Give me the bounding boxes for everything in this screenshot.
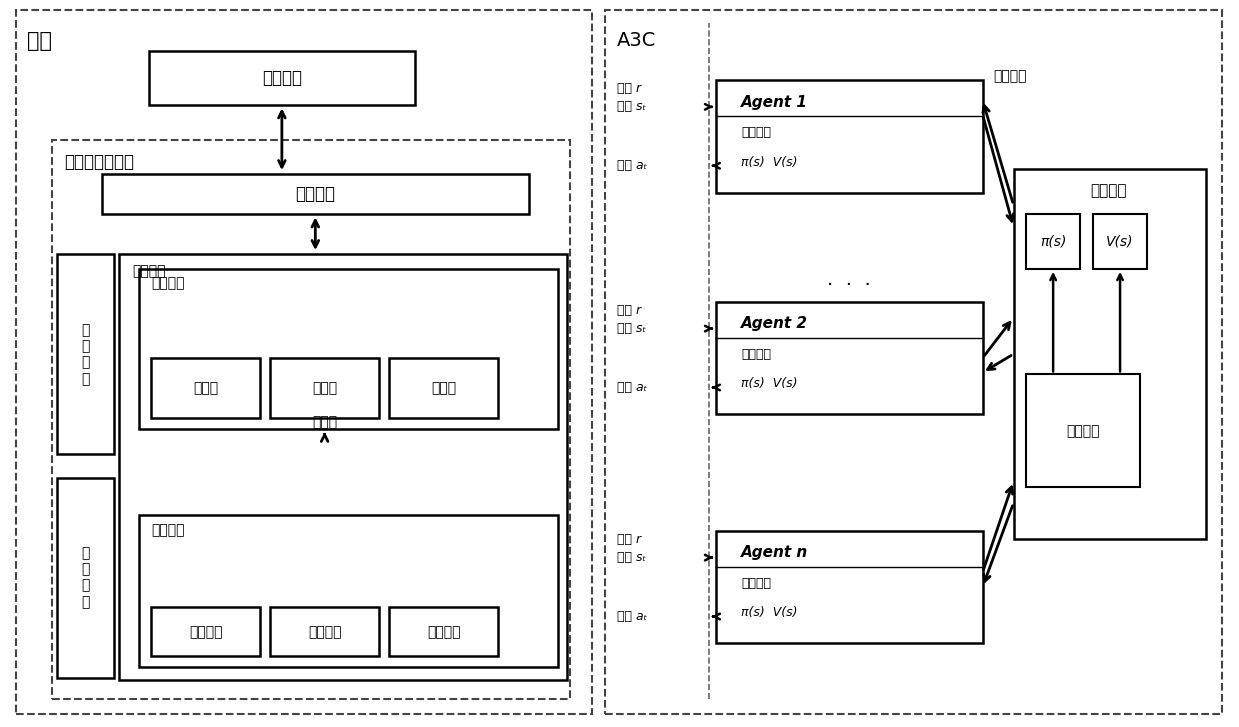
Bar xyxy=(716,80,983,193)
Text: 动作 aₜ: 动作 aₜ xyxy=(617,610,648,623)
Text: 全局网络: 全局网络 xyxy=(1090,183,1127,198)
Text: 奖励 r: 奖励 r xyxy=(617,82,641,95)
Text: 状态 sₜ: 状态 sₜ xyxy=(617,322,647,335)
Text: 虚拟化: 虚拟化 xyxy=(312,415,337,429)
Text: 动作 aₜ: 动作 aₜ xyxy=(617,381,648,394)
Bar xyxy=(119,254,567,680)
Bar xyxy=(57,254,114,454)
Text: 虚拟机: 虚拟机 xyxy=(431,381,456,395)
Text: π(s)  V(s): π(s) V(s) xyxy=(741,377,798,390)
Bar xyxy=(16,10,592,714)
Text: 资源调度: 资源调度 xyxy=(295,185,336,204)
Bar xyxy=(270,358,379,418)
Bar xyxy=(139,269,558,429)
Bar xyxy=(1026,374,1140,487)
Bar xyxy=(149,51,415,105)
Bar xyxy=(716,302,983,414)
Text: Agent 1: Agent 1 xyxy=(741,95,808,110)
Text: ·  ·  ·: · · · xyxy=(826,276,871,295)
Text: 测
试
执
行: 测 试 执 行 xyxy=(82,546,89,609)
Text: 环境: 环境 xyxy=(27,31,52,51)
Bar xyxy=(605,10,1222,714)
Text: π(s)  V(s): π(s) V(s) xyxy=(741,606,798,619)
Text: 奖励 r: 奖励 r xyxy=(617,533,641,546)
Bar xyxy=(270,607,379,656)
Text: 状态 sₜ: 状态 sₜ xyxy=(617,551,647,564)
Text: Agent n: Agent n xyxy=(741,545,808,561)
Bar xyxy=(151,607,260,656)
Text: 虚拟资源: 虚拟资源 xyxy=(151,276,185,290)
Bar xyxy=(139,515,558,667)
Text: 自动化测试平台: 自动化测试平台 xyxy=(64,153,134,171)
Text: A3C: A3C xyxy=(617,31,657,49)
Text: 神经网络: 神经网络 xyxy=(741,577,771,590)
Bar xyxy=(57,478,114,678)
Text: π(s): π(s) xyxy=(1040,234,1067,249)
Text: 神经网络: 神经网络 xyxy=(741,348,771,361)
Bar xyxy=(52,140,570,699)
Text: 异步更新: 异步更新 xyxy=(994,69,1027,84)
Text: 计算资源: 计算资源 xyxy=(188,624,223,639)
Bar xyxy=(389,607,498,656)
Text: 网络资源: 网络资源 xyxy=(426,624,461,639)
Text: 测
试
管
理: 测 试 管 理 xyxy=(82,323,89,386)
Text: 测试资源: 测试资源 xyxy=(133,265,166,278)
Bar xyxy=(716,531,983,643)
Bar xyxy=(1026,214,1080,269)
Bar xyxy=(151,358,260,418)
Text: 奖励 r: 奖励 r xyxy=(617,304,641,317)
Bar xyxy=(1093,214,1147,269)
Text: 虚拟机: 虚拟机 xyxy=(193,381,218,395)
Text: 存储资源: 存储资源 xyxy=(307,624,342,639)
Text: 虚拟机: 虚拟机 xyxy=(312,381,337,395)
Text: 测试任务: 测试任务 xyxy=(261,69,302,87)
Text: 神经网络: 神经网络 xyxy=(1066,424,1100,438)
Bar xyxy=(1014,169,1206,539)
Text: π(s)  V(s): π(s) V(s) xyxy=(741,156,798,169)
Bar xyxy=(389,358,498,418)
Text: 物理资源: 物理资源 xyxy=(151,523,185,537)
Text: 神经网络: 神经网络 xyxy=(741,126,771,140)
Text: V(s): V(s) xyxy=(1106,234,1134,249)
Text: 状态 sₜ: 状态 sₜ xyxy=(617,100,647,113)
Text: Agent 2: Agent 2 xyxy=(741,316,808,332)
Text: 动作 aₜ: 动作 aₜ xyxy=(617,159,648,172)
Bar xyxy=(102,174,529,214)
